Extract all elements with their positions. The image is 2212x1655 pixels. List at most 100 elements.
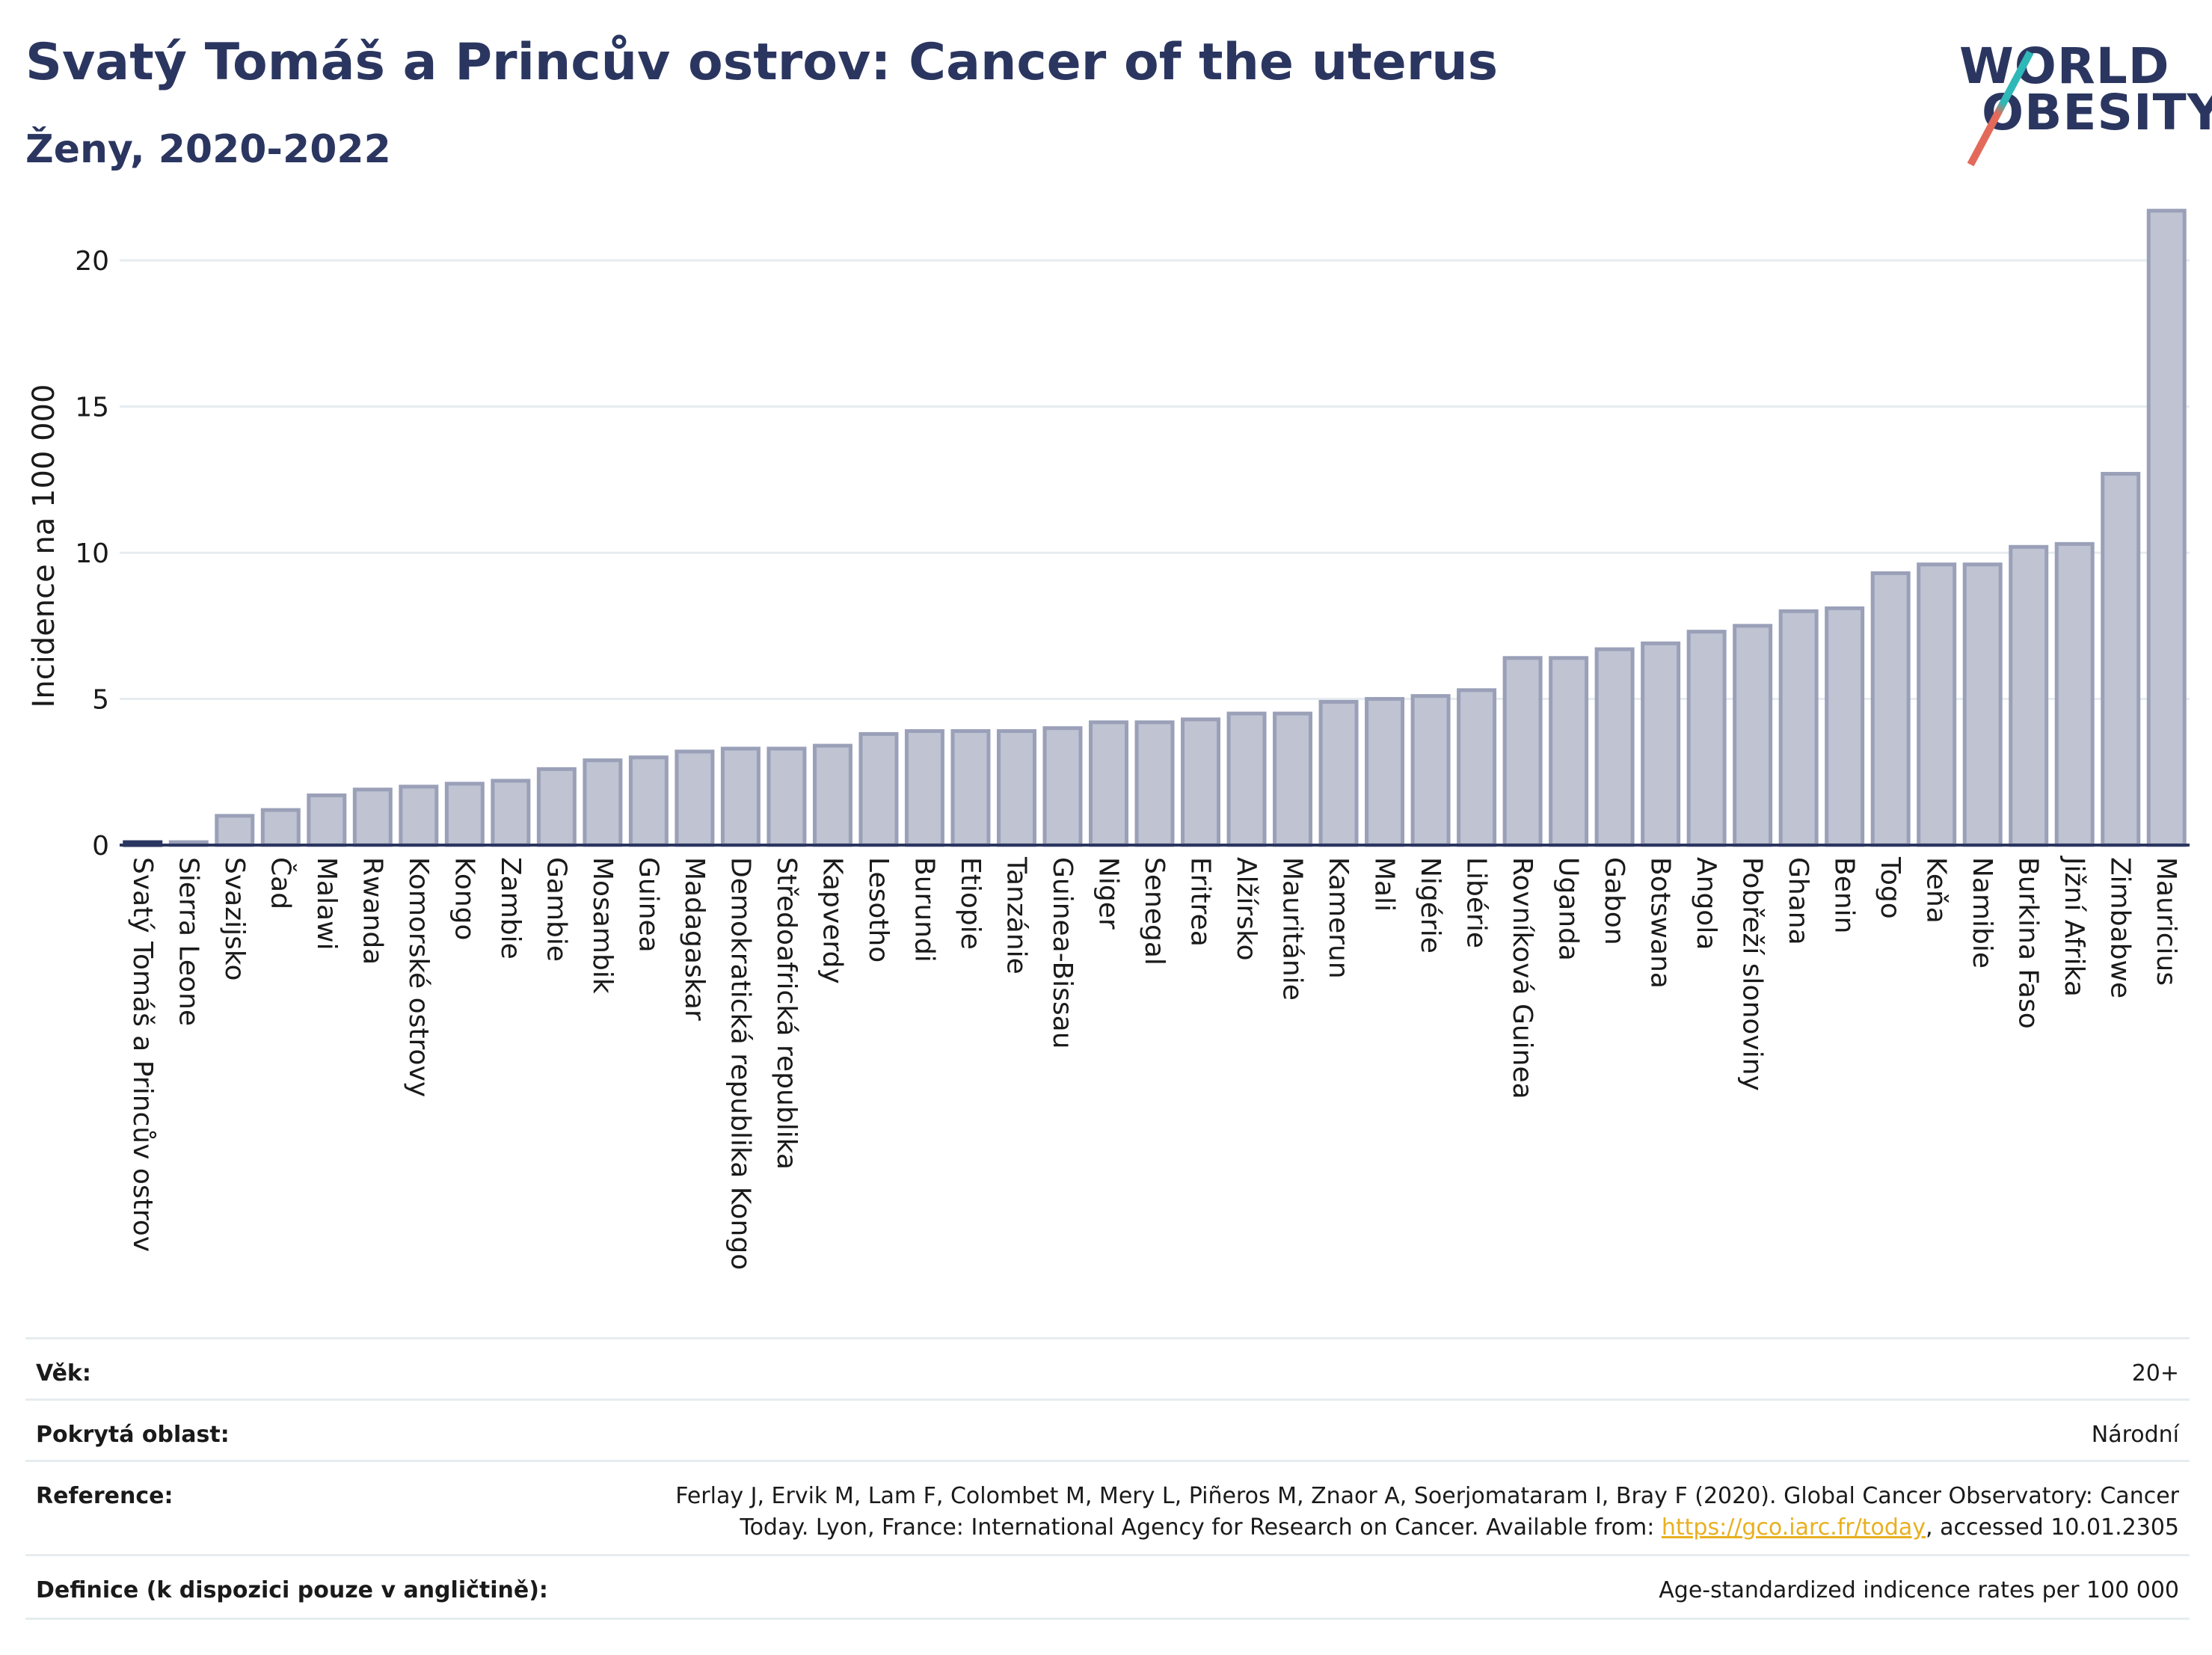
bar <box>2054 541 2095 847</box>
x-tick-label: Ghana <box>1783 857 1813 945</box>
x-tick-label: Mosambik <box>587 857 618 994</box>
x-tick-label: Burkina Faso <box>2013 857 2044 1029</box>
world-obesity-logo: WORLD OBESITY <box>1944 30 2212 167</box>
bar <box>2009 544 2049 847</box>
x-tick-label: Keňa <box>1921 857 1952 924</box>
x-tick-label: Angola <box>1691 857 1721 950</box>
x-tick-label: Botswana <box>1645 857 1676 989</box>
reference-line-1: Ferlay J, Ervik M, Lam F, Colombet M, Me… <box>675 1483 2179 1509</box>
y-tick-label: 20 <box>75 246 109 277</box>
x-tick-label: Čad <box>265 857 296 909</box>
bar <box>950 729 991 847</box>
bar <box>1825 606 1865 847</box>
reference-link[interactable]: https://gco.iarc.fr/today <box>1661 1514 1926 1541</box>
x-tick-label: Etiopie <box>955 857 986 950</box>
x-tick-label: Tanzánie <box>1001 856 1031 974</box>
reference-label: Reference: <box>36 1483 173 1509</box>
y-tick-label: 5 <box>92 685 109 716</box>
meta-row-area: Pokrytá oblast: Národní <box>25 1398 2190 1462</box>
reference-line-2-text: Today. Lyon, France: International Agenc… <box>740 1514 1662 1541</box>
y-tick-label: 15 <box>75 393 109 423</box>
logo-word-world: WORLD <box>1959 37 2170 95</box>
bar <box>1686 630 1727 847</box>
x-tick-label: Niger <box>1093 857 1123 930</box>
bar <box>352 787 393 847</box>
definition-label: Definice (k dispozici pouze v angličtině… <box>36 1577 548 1603</box>
x-tick-label: Libérie <box>1461 857 1492 948</box>
bar <box>1088 720 1128 847</box>
x-tick-label: Lesotho <box>863 857 894 962</box>
bar <box>1870 571 1911 847</box>
bar <box>215 814 255 847</box>
age-label: Věk: <box>36 1360 91 1387</box>
bar <box>1457 688 1497 847</box>
area-label: Pokrytá oblast: <box>36 1422 230 1448</box>
logo-word-obesity: OBESITY <box>1982 84 2212 141</box>
x-tick-label: Svazijsko <box>219 857 250 980</box>
bar <box>1134 720 1175 847</box>
x-tick-label: Namibie <box>1967 857 1997 968</box>
x-tick-label: Zambie <box>495 857 526 959</box>
meta-row-age: Věk: 20+ <box>25 1337 2190 1401</box>
bar <box>996 729 1036 847</box>
x-tick-label: Demokratická republika Kongo <box>725 857 755 1270</box>
age-value: 20+ <box>2131 1360 2179 1387</box>
bar <box>1641 641 1681 847</box>
bar <box>628 755 669 847</box>
bar <box>583 758 623 847</box>
x-tick-label: Gambie <box>541 857 571 962</box>
y-tick-label: 10 <box>75 538 109 569</box>
x-tick-label: Mali <box>1369 857 1400 912</box>
meta-row-reference: Reference: Ferlay J, Ervik M, Lam F, Col… <box>25 1460 2190 1556</box>
x-tick-label: Zimbabwe <box>2105 857 2136 998</box>
x-tick-label: Kamerun <box>1323 857 1354 979</box>
bar <box>307 793 347 847</box>
bar <box>260 808 301 847</box>
bar <box>2146 209 2187 847</box>
x-tick-label: Mauricius <box>2151 857 2181 986</box>
bar <box>1042 726 1083 847</box>
bar <box>1917 562 1957 847</box>
x-tick-label: Guinea-Bissau <box>1047 857 1078 1049</box>
x-tick-label: Eritrea <box>1185 857 1216 947</box>
x-tick-label: Alžírsko <box>1231 857 1262 961</box>
x-tick-label: Jižní Afrika <box>2059 856 2089 997</box>
x-tick-label: Pobřeží slonoviny <box>1737 857 1768 1091</box>
bar <box>1273 711 1313 847</box>
x-tick-label: Rwanda <box>357 857 387 965</box>
bar <box>812 743 852 847</box>
bar <box>1318 699 1359 847</box>
chart-title: Svatý Tomáš a Princův ostrov: Cancer of … <box>25 33 1499 92</box>
y-axis-label: Incidence na 100 000 <box>27 384 61 708</box>
bar <box>858 731 899 847</box>
x-tick-label: Kongo <box>449 857 479 941</box>
x-tick-label: Svatý Tomáš a Princův ostrov <box>127 857 158 1252</box>
bar <box>1962 562 2003 847</box>
bar <box>904 729 944 847</box>
bar <box>1778 609 1819 847</box>
meta-row-definition: Definice (k dispozici pouze v angličtině… <box>25 1554 2190 1620</box>
x-tick-label: Kapverdy <box>817 857 847 984</box>
area-value: Národní <box>2091 1422 2179 1448</box>
bar <box>444 782 485 847</box>
bar <box>536 767 577 847</box>
x-tick-label: Sierra Leone <box>173 857 203 1026</box>
bar <box>766 746 807 847</box>
y-tick-label: 0 <box>92 831 109 862</box>
x-tick-label: Mauritánie <box>1277 857 1308 1001</box>
bar <box>1594 647 1635 847</box>
x-tick-label: Madagaskar <box>679 857 710 1021</box>
bar <box>491 779 531 847</box>
x-tick-label: Burundi <box>909 857 939 962</box>
bar <box>675 749 715 847</box>
x-tick-label: Středoafrická republika <box>771 857 802 1170</box>
definition-value: Age-standardized indicence rates per 100… <box>1659 1577 2179 1603</box>
bar <box>399 784 439 847</box>
x-tick-label: Senegal <box>1139 857 1170 965</box>
bar <box>1549 656 1589 847</box>
bar <box>1502 656 1543 847</box>
x-tick-label: Guinea <box>633 857 663 953</box>
x-tick-label: Nigérie <box>1415 857 1446 954</box>
bar <box>1410 694 1451 847</box>
x-tick-label: Uganda <box>1553 857 1584 961</box>
